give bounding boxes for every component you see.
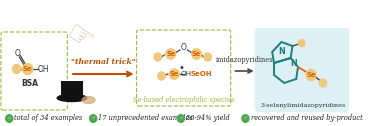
Text: "thermal trick": "thermal trick" [71, 58, 136, 66]
Circle shape [12, 65, 21, 73]
Circle shape [166, 49, 175, 59]
Text: Se: Se [170, 71, 179, 77]
Text: BSA: BSA [21, 78, 38, 87]
Text: N: N [290, 58, 297, 68]
Text: ✓: ✓ [244, 117, 247, 120]
Circle shape [319, 79, 327, 87]
FancyBboxPatch shape [1, 32, 67, 110]
Text: Se: Se [192, 51, 201, 57]
Circle shape [170, 69, 179, 79]
Text: SeOH: SeOH [190, 71, 212, 77]
Circle shape [6, 115, 13, 122]
Text: ✓: ✓ [179, 117, 183, 120]
Circle shape [90, 115, 97, 122]
Text: total of 34 examples: total of 34 examples [14, 115, 82, 122]
Circle shape [242, 115, 249, 122]
FancyBboxPatch shape [255, 28, 351, 112]
Ellipse shape [82, 97, 95, 103]
FancyBboxPatch shape [136, 30, 231, 106]
Text: 50-94% yield: 50-94% yield [186, 115, 230, 122]
Text: Se: Se [23, 66, 33, 72]
Text: OH: OH [181, 71, 192, 77]
FancyBboxPatch shape [61, 81, 83, 99]
Circle shape [192, 49, 201, 59]
Circle shape [299, 39, 305, 46]
Text: Se: Se [166, 51, 175, 57]
Text: 17 unprecedented examples: 17 unprecedented examples [98, 115, 193, 122]
Text: imidazopyridines: imidazopyridines [216, 56, 273, 64]
Circle shape [23, 64, 33, 74]
Text: N: N [278, 48, 285, 56]
Circle shape [154, 53, 161, 61]
Text: O: O [181, 42, 187, 52]
Text: ✓: ✓ [8, 117, 11, 120]
Text: 3-selanylimidazopyridines: 3-selanylimidazopyridines [261, 102, 346, 107]
Text: ✓: ✓ [91, 117, 95, 120]
Text: Se: Se [306, 72, 316, 78]
Text: •: • [179, 63, 185, 73]
Circle shape [177, 115, 184, 122]
Circle shape [306, 70, 316, 81]
Text: ☞: ☞ [59, 19, 98, 57]
Text: OH: OH [37, 65, 49, 73]
Circle shape [204, 53, 211, 61]
Ellipse shape [57, 94, 87, 102]
Text: O: O [15, 49, 20, 57]
Circle shape [158, 72, 165, 80]
Text: recovered and reused by-product: recovered and reused by-product [251, 115, 362, 122]
Text: Se-based electrophilic species: Se-based electrophilic species [133, 96, 234, 104]
